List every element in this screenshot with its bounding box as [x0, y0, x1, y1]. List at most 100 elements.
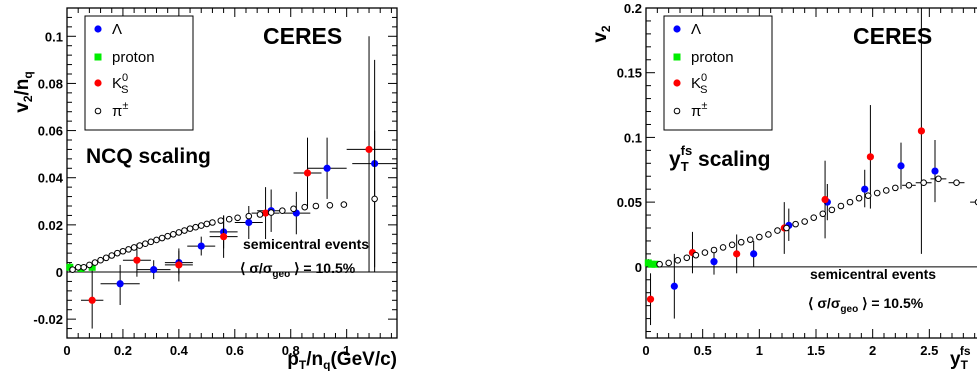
- data-point: [365, 145, 373, 154]
- data-point: [792, 220, 799, 228]
- data-point: [882, 187, 890, 194]
- legend-marker: [94, 25, 102, 33]
- data-point: [97, 256, 104, 264]
- data-point: [175, 261, 183, 269]
- data-point: [953, 179, 960, 187]
- right-x-tick-label: 0: [642, 343, 649, 358]
- right-y-tick-label: 0.2: [624, 1, 642, 16]
- data-point: [917, 127, 926, 135]
- data-point: [220, 233, 228, 241]
- data-point: [175, 229, 183, 236]
- data-point: [323, 164, 331, 172]
- data-point: [256, 211, 264, 218]
- left-x-tick-label: 0.8: [282, 343, 300, 358]
- data-point: [136, 242, 144, 249]
- legend-label: proton: [691, 49, 734, 66]
- data-point: [267, 209, 275, 216]
- data-point: [69, 266, 76, 273]
- left-legend-box: [84, 15, 194, 131]
- legend-marker: [94, 79, 102, 87]
- data-point: [150, 266, 158, 274]
- data-point: [225, 215, 233, 223]
- data-point: [119, 247, 127, 255]
- left-centrality-label: ⟨ σ/σgeo ⟩ = 10.5%: [240, 260, 356, 280]
- data-point: [756, 233, 763, 241]
- data-point: [125, 246, 132, 253]
- data-point: [192, 223, 199, 231]
- data-point: [186, 225, 194, 232]
- right-scaling-label: yTfs scaling: [669, 143, 770, 174]
- legend-marker: [94, 107, 102, 115]
- data-point: [80, 263, 88, 271]
- right-y-tick-label: 0.15: [617, 66, 642, 81]
- left-x-tick-label: 0.2: [114, 343, 132, 358]
- data-point: [665, 259, 672, 267]
- legend-marker: [673, 107, 681, 115]
- data-point: [670, 282, 678, 290]
- data-point: [217, 217, 225, 224]
- data-point: [821, 195, 829, 204]
- data-point: [701, 249, 709, 256]
- data-point: [169, 230, 177, 238]
- legend-marker: [94, 53, 102, 61]
- right-experiment-label: CERES: [853, 23, 932, 49]
- legend-label: π±: [112, 100, 128, 120]
- data-point: [646, 295, 655, 303]
- left-y-tick-label: -0.02: [33, 312, 63, 327]
- legend-marker: [673, 79, 681, 87]
- data-point: [371, 195, 378, 203]
- data-point: [153, 236, 160, 244]
- data-point: [774, 227, 781, 234]
- left-y-tick-label: 0: [56, 265, 63, 280]
- legend-marker: [673, 53, 681, 61]
- data-point: [892, 184, 899, 192]
- data-point: [897, 162, 905, 170]
- data-point: [312, 202, 320, 210]
- left-y-tick-label: 0.06: [38, 124, 63, 139]
- data-point: [114, 249, 121, 257]
- data-point: [279, 207, 286, 215]
- data-point: [142, 240, 149, 248]
- data-point: [905, 181, 913, 189]
- data-point: [108, 252, 116, 259]
- data-point: [133, 256, 141, 264]
- data-point: [728, 241, 736, 249]
- data-point: [855, 194, 863, 202]
- left-x-tick-label: 1: [343, 343, 350, 358]
- data-point: [866, 153, 875, 161]
- data-point: [651, 260, 659, 268]
- data-point: [837, 202, 845, 210]
- right-events-label: semicentral events: [810, 266, 936, 282]
- data-point: [719, 244, 727, 251]
- legend-marker: [673, 25, 681, 33]
- legend-label: π±: [691, 100, 707, 120]
- data-point: [234, 214, 241, 222]
- left-x-tick-label: 0.6: [226, 343, 244, 358]
- right-x-tick-label: 1: [756, 343, 763, 358]
- legend-label: K0 S: [112, 72, 128, 96]
- data-point: [181, 227, 188, 234]
- data-point: [873, 189, 881, 197]
- left-y-tick-label: 0.1: [45, 29, 63, 44]
- right-y-tick-label: 0: [635, 260, 642, 275]
- left-panel: 0 0.2 0.4 0.6 0.8 1-0.0200.020.040.060.080.1 …: [12, 7, 398, 371]
- data-point: [303, 169, 312, 177]
- data-point: [164, 232, 171, 240]
- left-x-axis-label: pT/nq(GeV/c): [287, 349, 397, 371]
- left-x-tick-label: 0.4: [170, 343, 189, 358]
- data-point: [102, 254, 110, 262]
- data-point: [737, 238, 745, 246]
- data-point: [261, 209, 270, 217]
- left-x-tick-label: 0: [63, 343, 70, 358]
- left-plot-frame: [66, 7, 398, 339]
- right-x-tick-label: 0.5: [694, 343, 712, 358]
- data-point: [116, 280, 124, 288]
- legend-label: Λ: [691, 21, 701, 38]
- data-point: [750, 250, 758, 258]
- left-scaling-label: NCQ scaling: [86, 145, 211, 168]
- data-point: [245, 212, 253, 220]
- right-legend-box: [663, 15, 773, 131]
- data-point: [656, 260, 663, 268]
- left-y-tick-label: 0.02: [38, 218, 63, 233]
- data-point: [931, 167, 939, 175]
